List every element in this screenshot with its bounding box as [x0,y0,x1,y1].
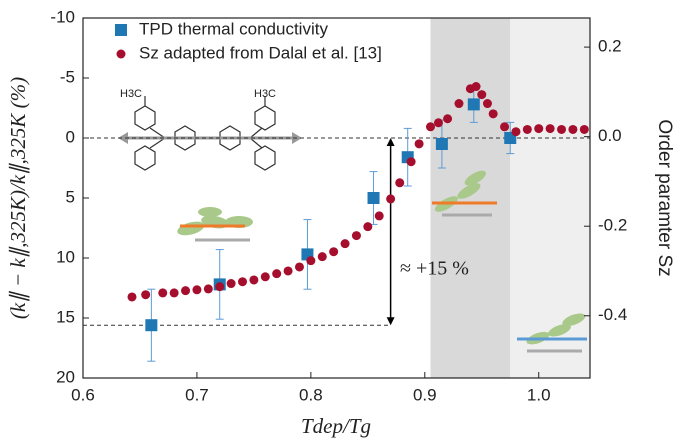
annotation: ≈ +15 % [400,258,469,280]
data-point [363,222,373,232]
y-tick-label: 20 [56,367,75,386]
data-point [482,99,492,109]
y-tick-label: 0 [66,127,75,146]
x-tick-label: 0.7 [185,385,209,404]
data-point [414,139,424,149]
shaded-region [510,18,590,378]
data-point [488,109,498,119]
data-point [511,127,521,137]
y-axis-label: (k∥ − k∥,325K)/k∥,325K (%) [6,77,30,319]
data-point [192,285,202,295]
data-point [477,90,487,100]
y2-tick-label: 0.2 [598,37,622,56]
data-point [545,124,555,134]
data-point [386,194,396,204]
x-axis-label: Tdep/Tg [301,414,371,438]
data-point [500,122,510,132]
annotation: H3C [254,88,276,100]
molecule [118,96,302,171]
data-point [181,286,191,296]
data-point [534,124,544,134]
y2-tick-label: -0.4 [598,305,627,324]
y-tick-label: -10 [50,7,75,26]
y-tick-label: 10 [56,247,75,266]
data-point [238,277,248,287]
legend-label: TPD thermal conductivity [139,19,328,38]
data-point [215,282,225,292]
x-tick-label: 0.9 [413,385,437,404]
data-point [260,272,270,282]
film-cartoon [177,170,587,353]
x-tick-label: 1.0 [527,385,551,404]
y-tick-label: 15 [56,307,75,326]
data-point [306,256,316,266]
legend-label: Sz adapted from Dalal et al. [13] [139,43,382,62]
data-point [294,262,304,272]
data-point [145,319,158,332]
data-point [283,266,293,276]
arrow-head [386,317,395,326]
y2-tick-label: 0.0 [598,126,622,145]
data-point [340,239,350,249]
data-point [127,292,137,302]
data-point [367,192,380,204]
data-point [158,288,168,298]
data-point [522,124,532,134]
data-point [203,284,213,294]
data-point [579,124,589,134]
data-point [433,118,443,128]
shaded-region [430,18,511,378]
x-tick-label: 0.6 [71,385,95,404]
y2-axis-label: Order paramter Sz [654,119,675,276]
data-point [435,138,448,150]
data-point [249,275,259,285]
y-tick-label: -5 [60,67,75,86]
data-point [351,231,361,241]
arrow-head [386,138,395,146]
data-point [317,252,327,262]
legend-marker [116,49,126,59]
background-layer [430,18,590,378]
data-point [141,290,151,300]
data-point [226,279,236,289]
data-point [454,99,464,109]
data-point [467,98,480,111]
legend-marker [115,24,127,36]
y2-tick-label: -0.2 [598,216,627,235]
data-point [568,124,578,134]
data-point [471,82,481,92]
data-point [425,122,435,132]
data-point [557,124,567,134]
data-point [406,157,416,167]
y-tick-label: 5 [66,187,75,206]
data-point [374,211,384,221]
annotation: H3C [120,88,142,100]
data-point [443,114,453,124]
data-point [329,247,339,257]
x-tick-label: 0.8 [299,385,323,404]
data-point [272,269,282,279]
data-point [395,178,405,188]
data-point [169,288,179,298]
